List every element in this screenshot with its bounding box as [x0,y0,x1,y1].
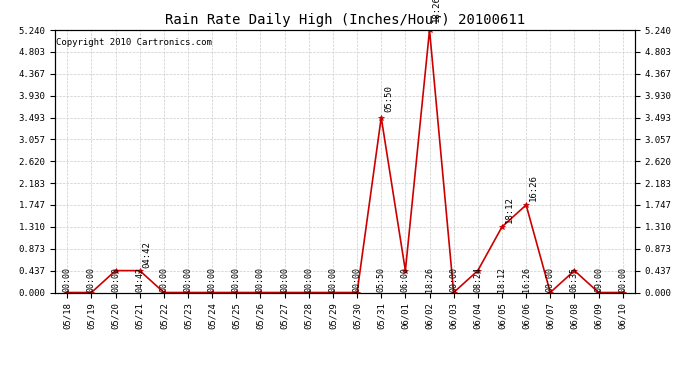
Text: 05:50: 05:50 [377,267,386,292]
Text: 00:00: 00:00 [63,267,72,292]
Text: 00:00: 00:00 [618,267,627,292]
Text: 09:00: 09:00 [594,267,603,292]
Text: 18:12: 18:12 [504,196,514,223]
Text: 04:42: 04:42 [135,267,144,292]
Text: 16:26: 16:26 [529,174,538,201]
Text: 00:00: 00:00 [449,267,458,292]
Text: 04:42: 04:42 [142,241,152,268]
Text: 00:00: 00:00 [256,267,265,292]
Text: 00:00: 00:00 [111,267,120,292]
Text: 00:00: 00:00 [232,267,241,292]
Text: 00:00: 00:00 [304,267,313,292]
Text: 18:26: 18:26 [432,0,442,22]
Text: 06:00: 06:00 [401,267,410,292]
Text: 00:00: 00:00 [546,267,555,292]
Text: 00:00: 00:00 [184,267,193,292]
Text: 06:35: 06:35 [570,267,579,292]
Text: 18:12: 18:12 [497,267,506,292]
Text: 00:00: 00:00 [353,267,362,292]
Text: Copyright 2010 Cartronics.com: Copyright 2010 Cartronics.com [57,38,213,47]
Title: Rain Rate Daily High (Inches/Hour) 20100611: Rain Rate Daily High (Inches/Hour) 20100… [165,13,525,27]
Text: 00:00: 00:00 [280,267,289,292]
Text: 00:00: 00:00 [208,267,217,292]
Text: 00:00: 00:00 [159,267,168,292]
Text: 16:26: 16:26 [522,267,531,292]
Text: 18:26: 18:26 [425,267,434,292]
Text: 00:00: 00:00 [87,267,96,292]
Text: 05:50: 05:50 [384,85,393,111]
Text: 08:24: 08:24 [473,267,482,292]
Text: 00:00: 00:00 [328,267,337,292]
